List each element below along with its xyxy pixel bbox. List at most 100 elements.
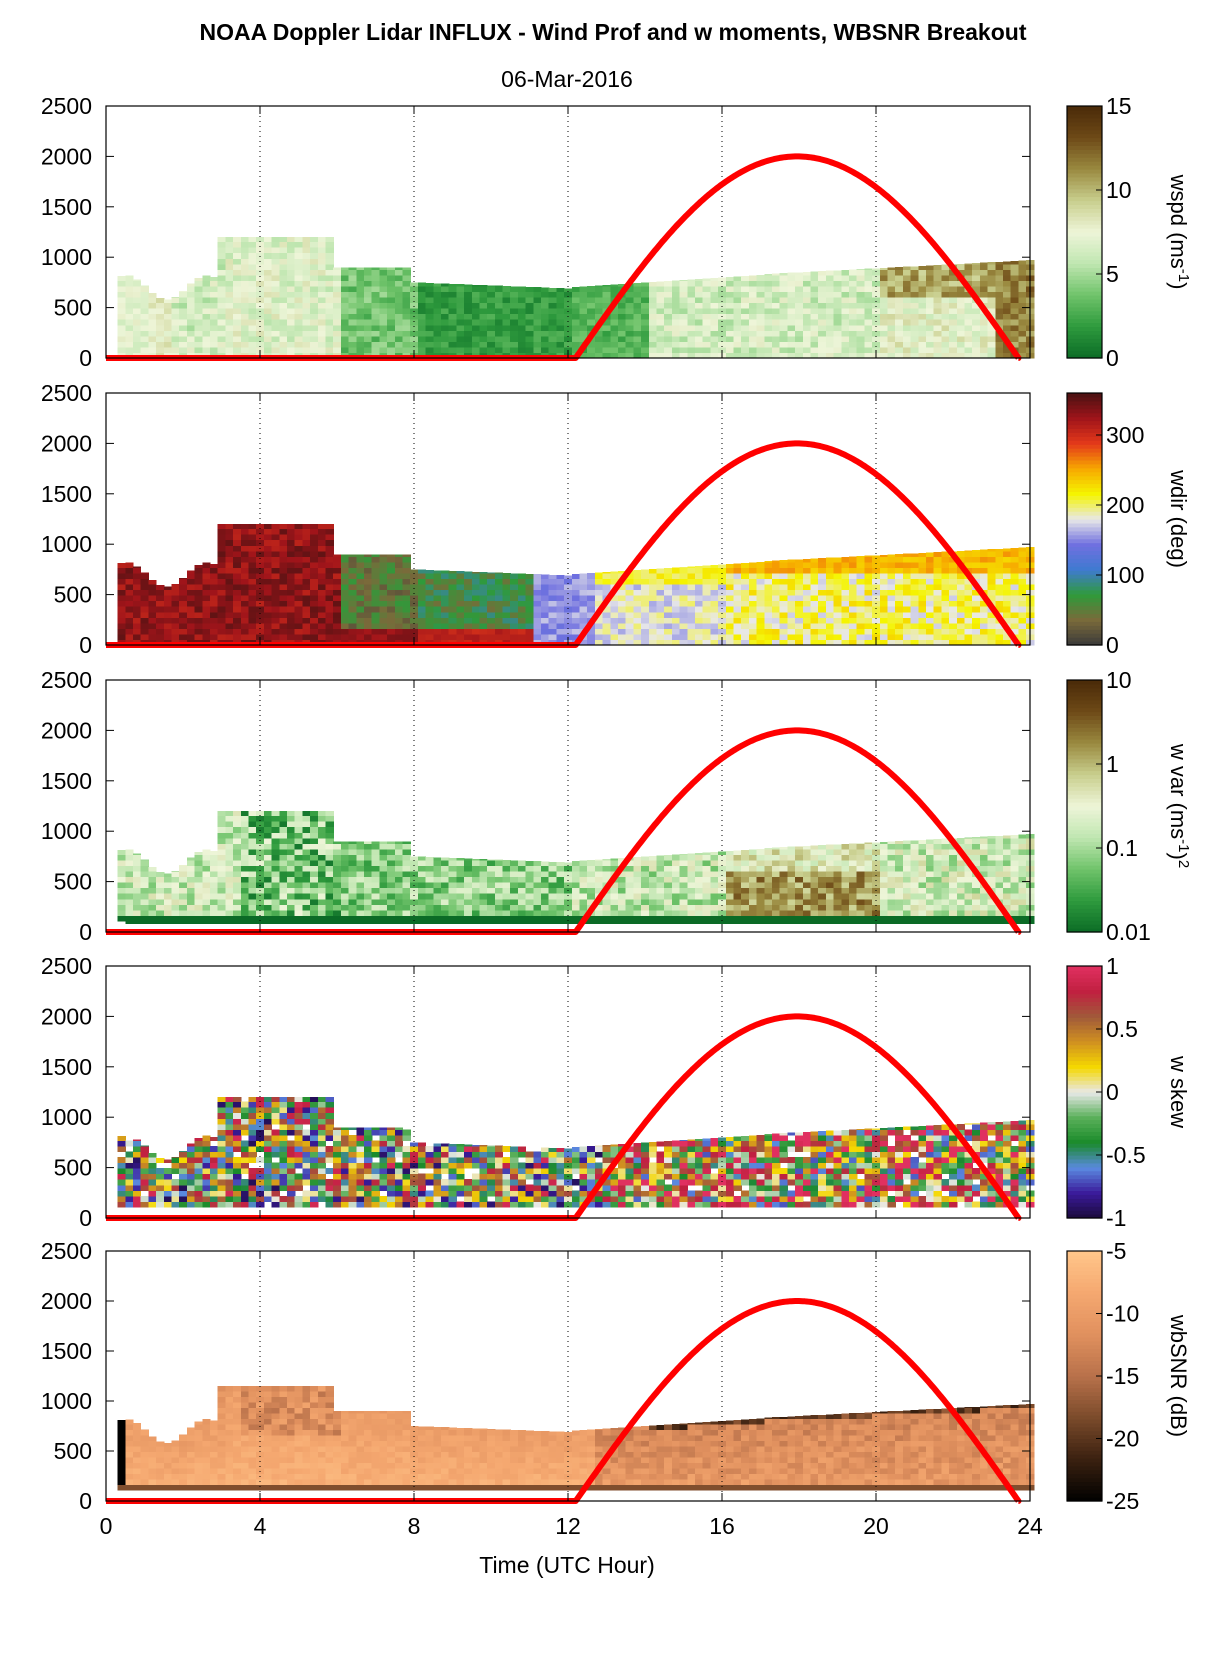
heatmap-cell xyxy=(317,589,327,596)
heatmap-cell xyxy=(448,600,457,607)
heatmap-cell xyxy=(225,263,234,270)
y-tick-label: 2500 xyxy=(41,93,92,119)
heatmap-cell xyxy=(379,893,388,900)
heatmap-cell xyxy=(171,584,180,591)
heatmap-cell xyxy=(348,622,357,629)
heatmap-cell xyxy=(425,324,434,331)
heatmap-cell xyxy=(287,848,296,855)
heatmap-cell xyxy=(710,324,719,331)
heatmap-cell xyxy=(448,302,457,309)
heatmap-cell xyxy=(279,898,288,905)
heatmap-cell xyxy=(240,330,250,337)
heatmap-cell xyxy=(394,346,404,353)
heatmap-cell xyxy=(225,335,234,342)
heatmap-cell xyxy=(263,915,273,922)
heatmap-cell xyxy=(394,308,404,315)
heatmap-cell xyxy=(441,302,450,309)
heatmap-cell xyxy=(256,539,265,546)
colorbar-segment xyxy=(1067,538,1102,544)
heatmap-cell xyxy=(271,247,280,254)
heatmap-cell xyxy=(964,263,973,265)
heatmap-cell xyxy=(179,330,188,337)
heatmap-cell xyxy=(625,324,634,331)
heatmap-cell xyxy=(741,308,750,315)
heatmap-cell xyxy=(448,341,457,348)
heatmap-cell xyxy=(987,578,996,585)
heatmap-cell xyxy=(502,887,511,894)
heatmap-cell xyxy=(718,622,727,629)
heatmap-cell xyxy=(556,335,565,342)
heatmap-cell xyxy=(441,324,450,331)
heatmap-cell xyxy=(764,273,773,276)
heatmap-cell xyxy=(217,258,226,265)
heatmap-cell xyxy=(748,308,758,315)
heatmap-cell xyxy=(825,346,835,353)
heatmap-cell xyxy=(625,622,634,629)
heatmap-cell xyxy=(633,330,642,337)
heatmap-cell xyxy=(364,556,373,563)
heatmap-cell xyxy=(471,330,481,337)
heatmap-cell xyxy=(725,330,735,337)
heatmap-cell xyxy=(802,346,812,353)
heatmap-cell xyxy=(410,319,419,326)
heatmap-cell xyxy=(733,280,742,287)
heatmap-cell xyxy=(302,346,311,353)
heatmap-cell xyxy=(364,633,373,640)
heatmap-cell xyxy=(271,539,280,546)
heatmap-cell xyxy=(310,280,319,287)
heatmap-cell xyxy=(387,341,396,348)
heatmap-cell xyxy=(209,909,219,916)
heatmap-cell xyxy=(541,915,550,922)
heatmap-cell xyxy=(410,584,419,591)
heatmap-cell xyxy=(533,871,542,878)
heatmap-cell xyxy=(433,857,442,861)
heatmap-cell xyxy=(387,882,396,889)
heatmap-cell xyxy=(995,589,1004,596)
heatmap-cell xyxy=(417,291,427,298)
heatmap-cell xyxy=(664,319,673,326)
heatmap-cell xyxy=(302,237,311,243)
heatmap-cell xyxy=(348,915,357,922)
heatmap-cell xyxy=(441,570,450,574)
heatmap-cell xyxy=(633,335,642,342)
heatmap-cell xyxy=(564,297,573,304)
heatmap-cell xyxy=(310,865,319,872)
heatmap-cell xyxy=(263,811,273,817)
heatmap-cell xyxy=(656,606,665,613)
heatmap-cell xyxy=(325,539,334,546)
heatmap-cell xyxy=(487,584,496,591)
heatmap-cell xyxy=(433,617,442,624)
heatmap-cell xyxy=(710,564,719,568)
heatmap-cell xyxy=(294,633,303,640)
heatmap-cell xyxy=(240,595,250,602)
heatmap-cell xyxy=(340,308,350,315)
heatmap-cell xyxy=(764,617,773,624)
heatmap-cell xyxy=(333,606,342,613)
heatmap-cell xyxy=(748,617,758,624)
heatmap-cell xyxy=(371,887,380,894)
heatmap-cell xyxy=(918,274,927,281)
heatmap-cell xyxy=(733,335,742,342)
heatmap-cell xyxy=(156,313,165,320)
heatmap-cell xyxy=(333,617,342,624)
heatmap-cell xyxy=(194,633,203,640)
heatmap-cell xyxy=(494,882,504,889)
heatmap-cell xyxy=(548,313,557,320)
heatmap-cell xyxy=(787,319,796,326)
heatmap-cell xyxy=(456,571,465,574)
heatmap-cell xyxy=(517,898,527,905)
heatmap-cell xyxy=(541,324,550,331)
heatmap-cell xyxy=(718,564,727,568)
heatmap-cell xyxy=(379,274,388,281)
heatmap-cell xyxy=(310,584,319,591)
heatmap-cell xyxy=(256,893,265,900)
heatmap-cell xyxy=(564,324,573,331)
heatmap-cell xyxy=(302,274,311,281)
heatmap-cell xyxy=(302,263,311,270)
heatmap-cell xyxy=(556,578,565,585)
heatmap-cell xyxy=(325,341,334,348)
heatmap-cell xyxy=(387,622,396,629)
heatmap-cell xyxy=(510,628,519,635)
heatmap-cell xyxy=(618,622,627,629)
heatmap-cell xyxy=(348,280,357,287)
